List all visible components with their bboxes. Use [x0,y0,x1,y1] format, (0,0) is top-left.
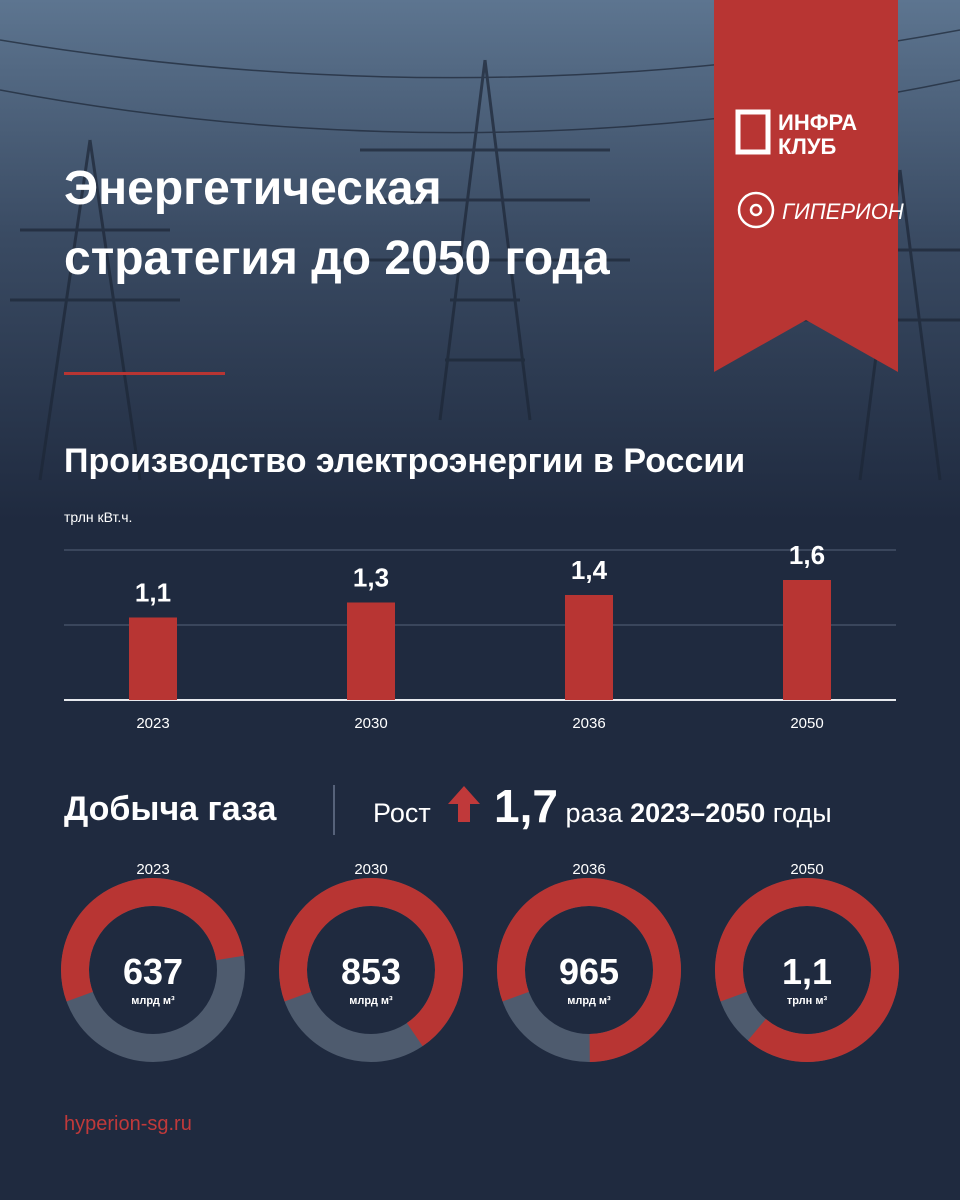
donut-arc [497,878,681,1062]
category-label: 2036 [572,861,605,878]
ribbon [714,0,898,372]
donut-value: 853 [341,951,401,992]
chart-title: Производство электроэнергии в России [64,442,745,480]
donut-unit: трлн м³ [787,995,828,1007]
footer-link: hyperion-sg.ru [64,1113,192,1135]
value-label: 1,4 [571,555,608,585]
y-axis-label: трлн кВт.ч. [64,509,132,525]
donut-value: 637 [123,951,183,992]
value-label: 1,6 [789,540,825,570]
x-tick-label: 2030 [354,715,387,732]
donut-value: 965 [559,951,619,992]
title: Энергетическая [64,162,442,215]
growth-suffix: годы [773,798,832,828]
category-label: 2030 [354,861,387,878]
growth-period: 2023–2050 [630,798,765,828]
value-label: 1,1 [135,578,171,608]
bar [565,595,613,700]
donut-arc [279,878,463,1047]
x-tick-label: 2036 [572,715,605,732]
logo-text: ГИПЕРИОН [782,199,904,224]
x-tick-label: 2050 [790,715,823,732]
bar [347,602,395,700]
chart-title: Добыча газа [64,790,277,828]
bar [783,580,831,700]
value-label: 1,3 [353,563,389,593]
donut-unit: млрд м³ [349,995,393,1007]
growth-value: 1,7 [494,780,558,832]
donut-unit: млрд м³ [567,995,611,1007]
x-tick-label: 2023 [136,715,169,732]
donut-arc [715,878,899,1062]
growth-text: 1,7 раза 2023–2050 годы [494,780,832,832]
title: стратегия до 2050 года [64,232,610,285]
logo-text: КЛУБ [778,134,837,159]
growth-unit: раза [565,798,623,828]
category-label: 2050 [790,861,823,878]
divider [64,372,225,375]
arrow-up [448,786,480,822]
growth-text: Рост [373,798,431,828]
bar [129,617,177,700]
donut-value: 1,1 [782,951,832,992]
logo-icon [749,203,763,217]
logo-icon [737,191,775,229]
donut-arc [61,878,244,1002]
donut-unit: млрд м³ [131,995,175,1007]
category-label: 2023 [136,861,169,878]
logo-text: ИНФРА [778,110,857,135]
logo-icon [735,109,771,155]
